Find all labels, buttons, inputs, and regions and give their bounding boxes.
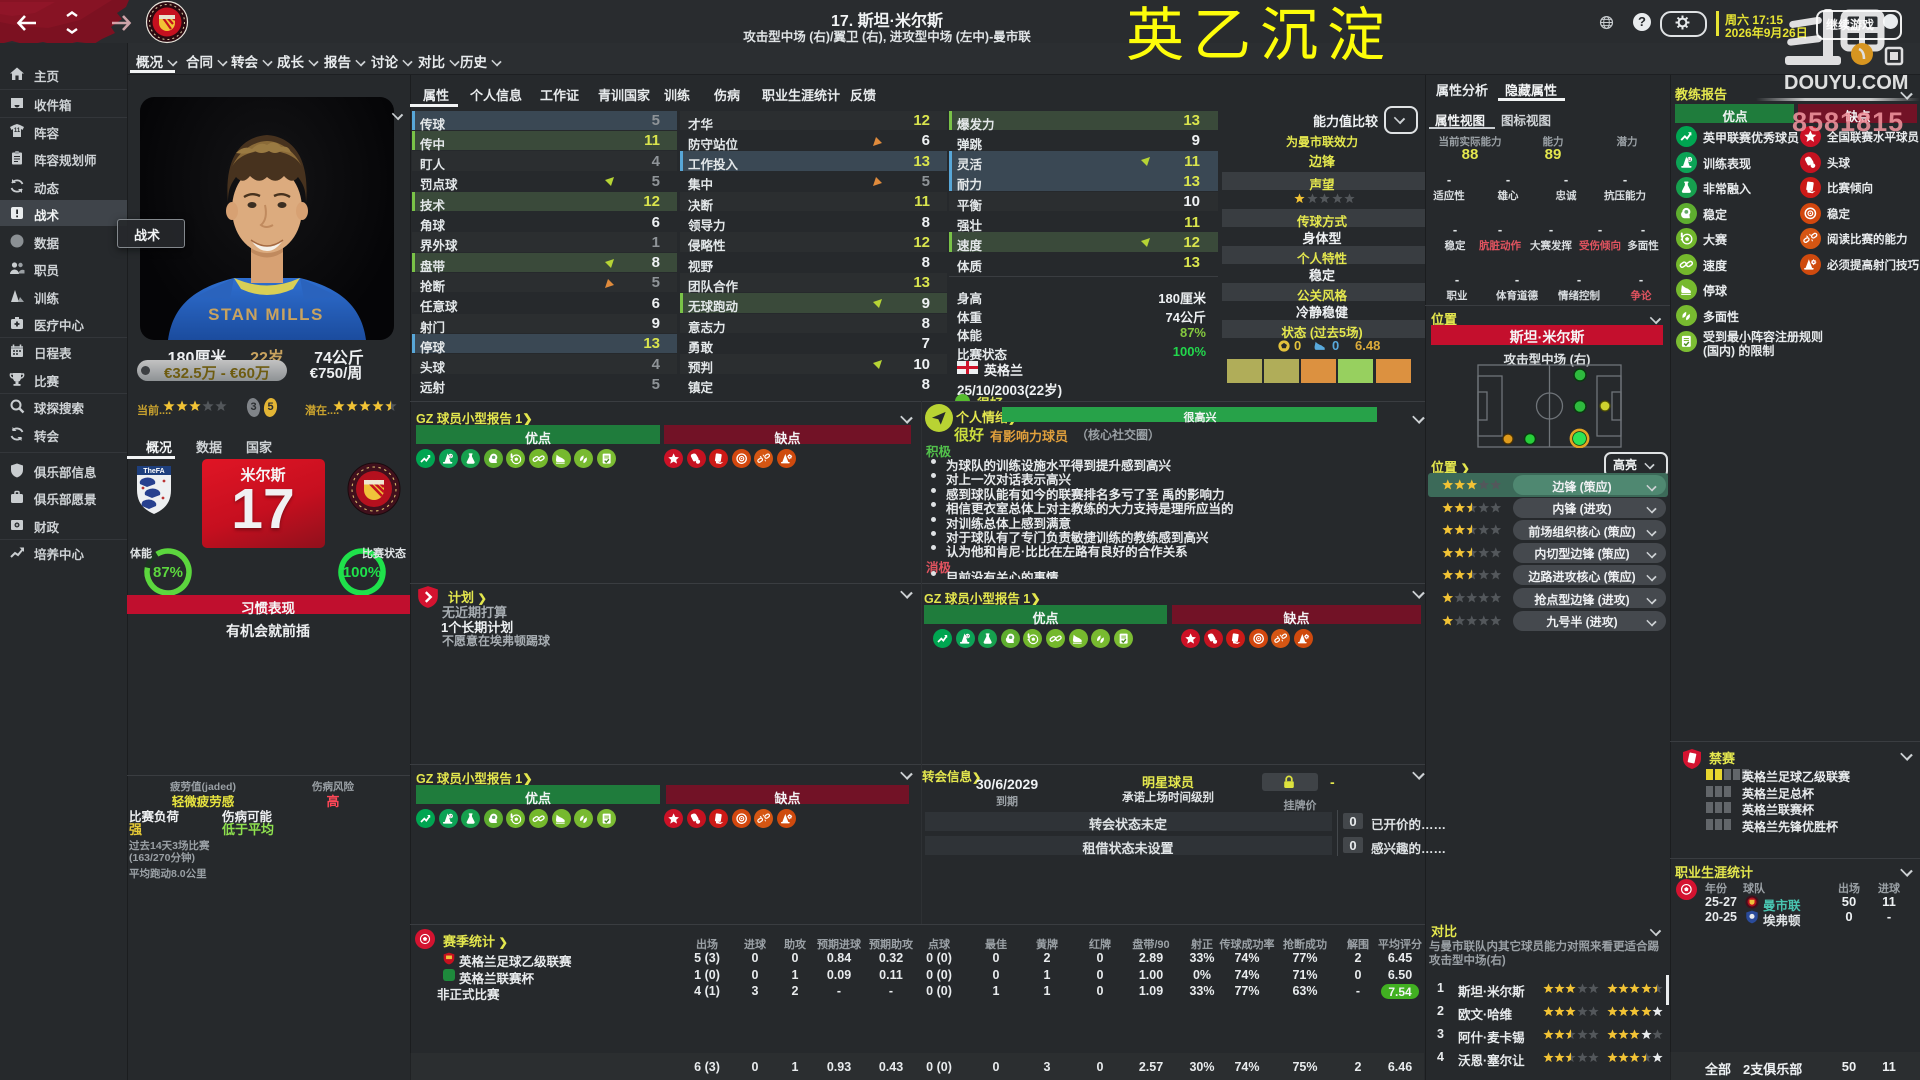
svg-text:TheFA: TheFA <box>143 468 164 475</box>
svg-text:11: 11 <box>14 128 21 134</box>
